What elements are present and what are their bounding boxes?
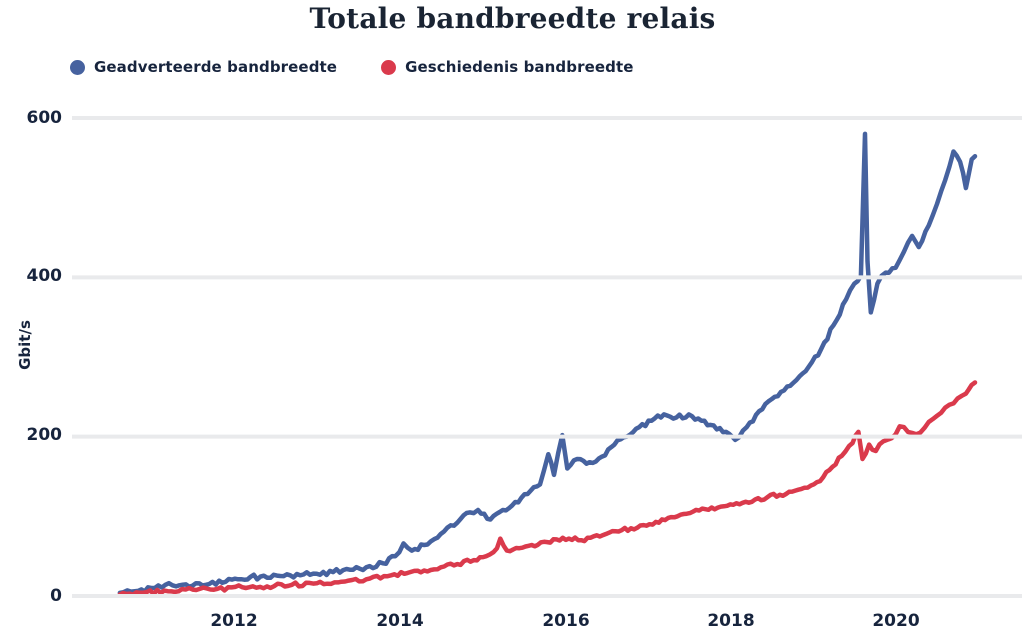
page-title: Totale bandbreedte relais	[309, 2, 716, 35]
y-tick-0: 0	[50, 586, 62, 606]
y-tick-400: 400	[26, 266, 63, 286]
legend-item-advertised-bandwidth: Geadverteerde bandbreedte	[70, 58, 337, 76]
chart-legend: Geadverteerde bandbreedte Geschiedenis b…	[70, 58, 634, 76]
legend-label-advertised: Geadverteerde bandbreedte	[94, 58, 338, 76]
y-tick-600: 600	[26, 108, 63, 128]
x-tick-2016: 2016	[542, 611, 590, 631]
legend-label-history: Geschiedenis bandbreedte	[405, 58, 634, 76]
x-tick-2014: 2014	[376, 611, 424, 631]
x-tick-2012: 2012	[210, 611, 258, 631]
legend-dot-advertised-icon	[70, 59, 85, 75]
legend-dot-history-icon	[381, 59, 397, 75]
x-tick-2018: 2018	[707, 611, 755, 631]
y-tick-200: 200	[26, 425, 63, 445]
x-tick-2020: 2020	[872, 611, 920, 631]
legend-item-history-bandwidth: Geschiedenis bandbreedte	[381, 58, 633, 76]
